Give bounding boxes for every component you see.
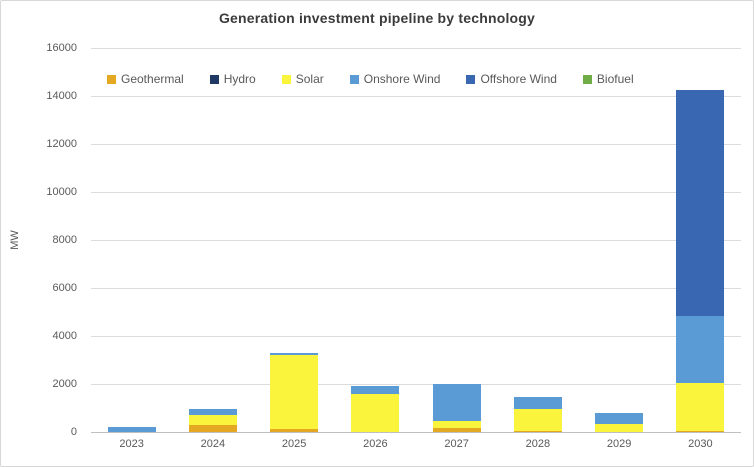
bar-segment-2026-onshore-wind — [351, 386, 400, 394]
x-tick-label: 2026 — [363, 438, 388, 450]
bar-segment-2027-solar — [432, 421, 481, 429]
legend-swatch-icon — [209, 74, 219, 84]
bar-segment-2024-geothermal — [188, 424, 237, 432]
bar-segment-2029-solar — [595, 423, 644, 432]
bar-2029 — [595, 412, 644, 432]
gridline — [91, 96, 741, 97]
legend-item-solar: Solar — [281, 72, 324, 86]
legend-swatch-icon — [349, 74, 359, 84]
legend-item-biofuel: Biofuel — [582, 72, 634, 86]
legend-item-hydro: Hydro — [209, 72, 256, 86]
bar-2023 — [107, 427, 156, 432]
legend-label: Hydro — [223, 72, 256, 86]
bar-2025 — [270, 352, 319, 432]
gridline — [91, 240, 741, 241]
bar-segment-2027-geothermal — [432, 428, 481, 432]
y-tick-label: 2000 — [52, 378, 77, 390]
y-tick-label: 8000 — [52, 234, 77, 246]
legend-label: Offshore Wind — [480, 72, 557, 86]
bar-segment-2024-solar — [188, 415, 237, 425]
x-tick-label: 2023 — [119, 438, 144, 450]
bar-segment-2027-onshore-wind — [432, 384, 481, 422]
bar-segment-2030-geothermal — [676, 430, 725, 432]
x-tick-label: 2025 — [281, 438, 307, 450]
x-tick-label: 2028 — [525, 438, 551, 450]
bar-2024 — [188, 409, 237, 432]
bar-segment-2028-onshore-wind — [513, 396, 562, 409]
bar-2027 — [432, 384, 481, 432]
gridline — [91, 288, 741, 289]
bar-2026 — [351, 386, 400, 432]
bar-segment-2030-solar — [676, 382, 725, 431]
bar-segment-2028-solar — [513, 408, 562, 431]
x-tick-label: 2029 — [606, 438, 632, 450]
y-tick-label: 12000 — [46, 138, 77, 150]
y-tick-label: 14000 — [46, 90, 77, 102]
gridline — [91, 384, 741, 385]
y-tick-label: 6000 — [52, 282, 77, 294]
y-tick-label: 10000 — [46, 186, 77, 198]
x-tick-label: 2030 — [688, 438, 713, 450]
legend-swatch-icon — [582, 74, 592, 84]
legend-item-offshore-wind: Offshore Wind — [466, 72, 557, 86]
y-axis-title: MW — [9, 230, 21, 250]
bar-segment-2025-onshore-wind — [270, 352, 319, 355]
gridline — [91, 144, 741, 145]
x-tick-label: 2024 — [200, 438, 226, 450]
legend-label: Solar — [295, 72, 324, 86]
legend-label: Geothermal — [121, 72, 184, 86]
legend-item-geothermal: Geothermal — [107, 72, 184, 86]
legend-swatch-icon — [281, 74, 291, 84]
bar-segment-2030-offshore-wind — [676, 90, 725, 316]
bar-segment-2026-solar — [351, 393, 400, 432]
chart-title: Generation investment pipeline by techno… — [218, 10, 536, 26]
gridline — [91, 192, 741, 193]
legend-swatch-icon — [107, 74, 116, 84]
bar-segment-2025-solar — [270, 354, 319, 430]
legend-label: Biofuel — [596, 72, 634, 86]
bar-segment-2028-geothermal — [513, 430, 562, 432]
gridline — [91, 336, 741, 337]
gridline — [91, 48, 741, 49]
legend: Geothermal Hydro Solar Onshore Wind Offshore… — [107, 72, 634, 86]
x-axis-line — [91, 432, 741, 433]
bar-segment-2024-onshore-wind — [188, 409, 237, 416]
legend-swatch-icon — [466, 74, 476, 84]
y-tick-label: 0 — [70, 426, 77, 438]
y-tick-label: 4000 — [52, 330, 77, 342]
bar-2028 — [513, 396, 562, 432]
bar-segment-2029-onshore-wind — [595, 412, 644, 424]
plot-area — [91, 48, 741, 433]
legend-item-onshore-wind: Onshore Wind — [349, 72, 441, 86]
legend-label: Onshore Wind — [363, 72, 441, 86]
bar-2030 — [676, 90, 725, 432]
x-tick-label: 2027 — [444, 438, 469, 450]
y-tick-label: 16000 — [46, 42, 77, 54]
bar-segment-2025-geothermal — [270, 429, 319, 432]
bar-segment-2023-onshore-wind — [107, 427, 156, 432]
bar-segment-2030-onshore-wind — [676, 315, 725, 383]
